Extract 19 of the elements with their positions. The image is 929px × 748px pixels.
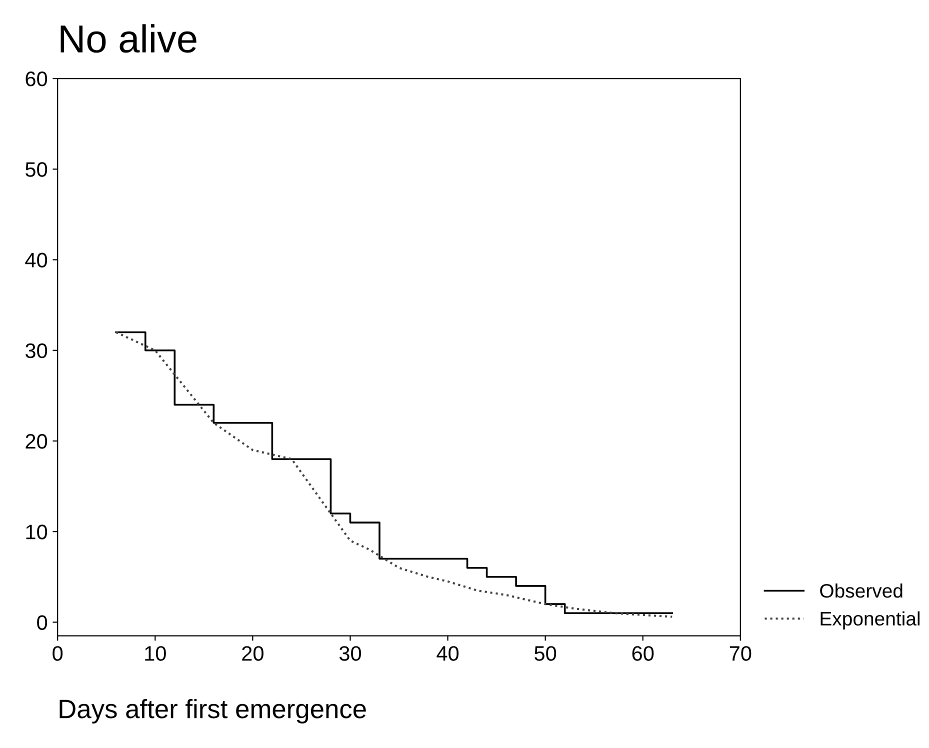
- y-tick-label: 30: [26, 343, 48, 358]
- x-axis-title: Days after first emergence: [60, 698, 366, 724]
- x-tick-label: 60: [632, 646, 654, 661]
- x-tick-label: 20: [242, 646, 264, 661]
- y-tick-label: 20: [26, 434, 48, 449]
- y-tick-label: 40: [25, 252, 48, 268]
- y-tick-label: 50: [26, 162, 48, 177]
- x-tick-label: 10: [145, 646, 166, 661]
- y-tick-label: 0: [37, 615, 48, 630]
- x-tick-label: 40: [436, 646, 459, 661]
- legend-label: Exponential: [820, 611, 920, 630]
- x-tick-label: 0: [52, 646, 63, 661]
- x-tick-label: 70: [730, 646, 752, 661]
- chart-title: No alive: [60, 24, 196, 53]
- y-tick-label: 60: [26, 72, 48, 86]
- y-tick-label: 10: [26, 524, 48, 540]
- legend-label: Observed: [820, 583, 902, 598]
- x-tick-label: 30: [339, 646, 362, 661]
- x-tick-label: 50: [534, 646, 556, 661]
